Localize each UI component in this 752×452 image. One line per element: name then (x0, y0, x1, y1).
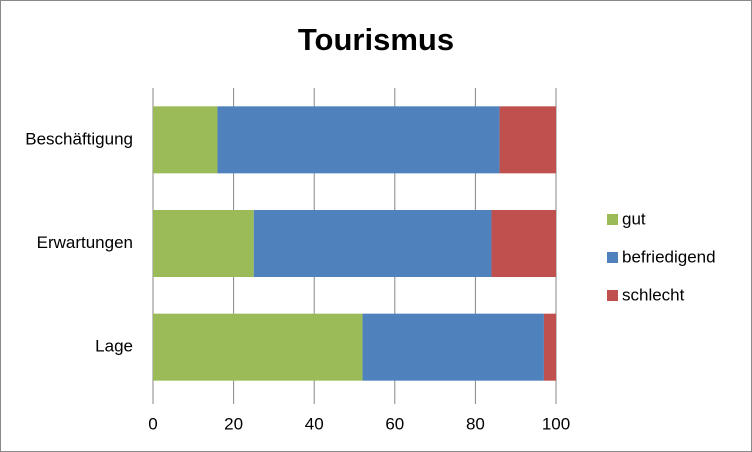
legend-swatch (607, 252, 618, 263)
legend-swatch (607, 290, 618, 301)
x-tick-label: 0 (148, 414, 157, 433)
bar-segment (362, 313, 544, 381)
y-tick-label: Lage (95, 337, 133, 356)
x-tick-label: 100 (542, 414, 570, 433)
x-tick-label: 80 (466, 414, 485, 433)
bar-segment (153, 106, 218, 174)
x-tick-label: 40 (305, 414, 324, 433)
bar-segment (499, 106, 556, 174)
bar-segment (153, 210, 254, 277)
legend-swatch (607, 214, 618, 225)
bar-segment (253, 210, 492, 277)
bar-segment (153, 313, 363, 381)
bar-segment (217, 106, 500, 174)
y-tick-label: Beschäftigung (25, 129, 133, 148)
legend-label: gut (622, 209, 646, 228)
x-tick-label: 60 (385, 414, 404, 433)
x-tick-label: 20 (224, 414, 243, 433)
bar-segment (491, 210, 556, 277)
chart-title: Tourismus (298, 22, 454, 57)
legend-label: befriedigend (622, 247, 716, 266)
bar-segment (543, 313, 556, 381)
legend-label: schlecht (622, 285, 685, 304)
y-tick-label: Erwartungen (37, 233, 133, 252)
